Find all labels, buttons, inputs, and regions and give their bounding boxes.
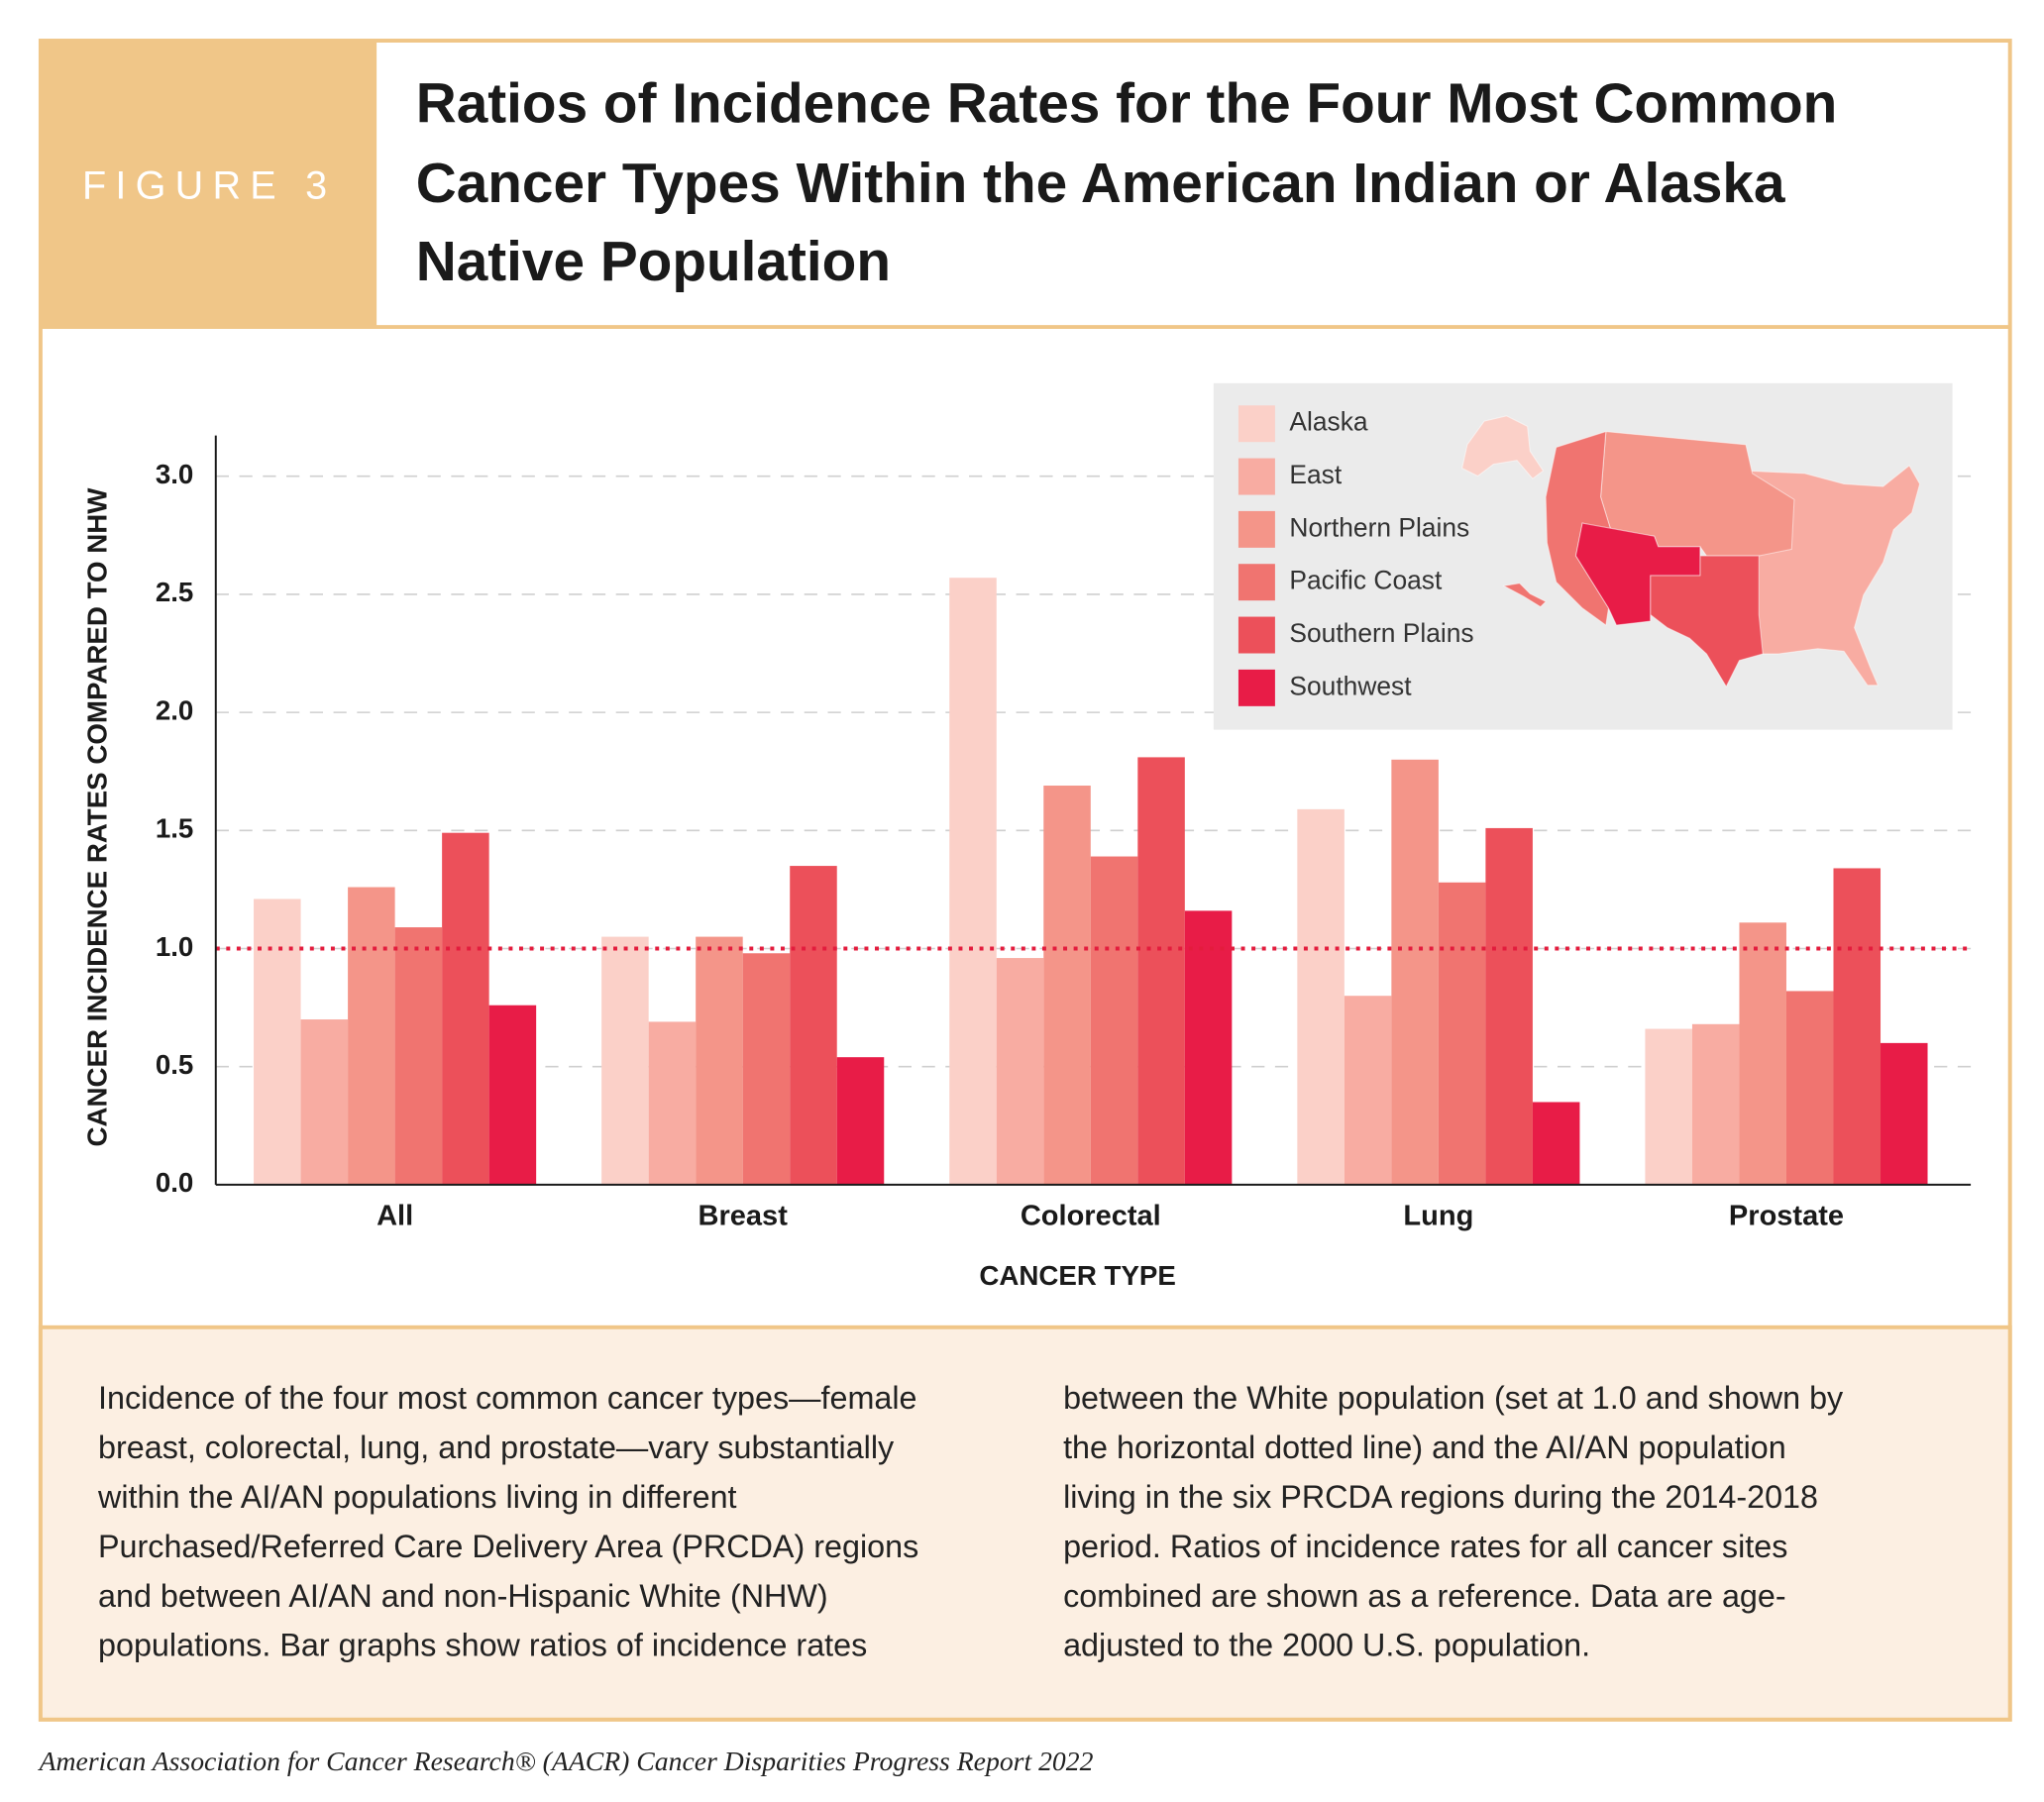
figure-label-box: [40, 41, 377, 328]
legend-label: Pacific Coast: [1289, 566, 1443, 595]
map-alaska: [1461, 415, 1545, 479]
legend-swatch: [1237, 510, 1275, 548]
title-line: Cancer Types Within the American Indian …: [416, 153, 1785, 215]
bar: [601, 936, 649, 1185]
caption-line: within the AI/AN populations living in d…: [97, 1479, 737, 1515]
legend-swatch: [1237, 405, 1275, 443]
bar: [1184, 910, 1233, 1185]
caption-line: populations. Bar graphs show ratios of i…: [98, 1628, 867, 1663]
y-tick-label: 1.5: [156, 813, 194, 844]
caption-line: breast, colorectal, lung, and prostate—v…: [98, 1430, 895, 1465]
bar: [1391, 759, 1439, 1185]
x-tick-label: Lung: [1403, 1201, 1473, 1232]
bar: [836, 1057, 885, 1185]
caption-line: between the White population (set at 1.0…: [1063, 1380, 1844, 1416]
bar: [996, 958, 1044, 1185]
bars: All Breast Colorectal Lung Prostate: [215, 578, 1972, 1232]
bar: [742, 953, 791, 1185]
bar: [696, 936, 743, 1185]
legend-label: East: [1289, 460, 1342, 489]
caption-line: Purchased/Referred Care Delivery Area (P…: [98, 1529, 918, 1564]
caption-line: living in the six PRCDA regions during t…: [1063, 1479, 1818, 1515]
bar: [1043, 786, 1091, 1185]
figure-label: FIGURE 3: [82, 164, 336, 208]
bar: [1739, 922, 1786, 1185]
caption-line: period. Ratios of incidence rates for al…: [1063, 1529, 1787, 1564]
legend-label: Southern Plains: [1289, 618, 1473, 648]
caption: Incidence of the four most common cancer…: [97, 1380, 1844, 1662]
bar: [394, 927, 443, 1185]
bar: [1438, 882, 1486, 1185]
bar: [1297, 808, 1345, 1185]
map-southwest: [1574, 522, 1701, 626]
bar: [254, 899, 301, 1185]
bar: [1090, 856, 1138, 1185]
y-tick-label: 0.5: [156, 1049, 194, 1080]
title-line: Native Population: [416, 231, 891, 293]
bar: [1344, 996, 1392, 1185]
caption-line: Incidence of the four most common cancer…: [98, 1380, 917, 1416]
map: [1461, 415, 1921, 689]
bar: [1485, 827, 1533, 1185]
x-tick-label: Colorectal: [1021, 1201, 1161, 1232]
caption-line: the horizontal dotted line) and the AI/A…: [1063, 1430, 1786, 1465]
y-tick-label: 2.0: [156, 694, 194, 725]
y-tick-label: 3.0: [156, 459, 194, 489]
x-tick-label: Prostate: [1729, 1201, 1844, 1232]
legend-label: Southwest: [1289, 671, 1412, 700]
bar: [488, 1005, 537, 1185]
bar: [1532, 1102, 1580, 1185]
bar: [1137, 757, 1185, 1185]
bar: [648, 1021, 697, 1185]
legend-swatch: [1237, 669, 1275, 706]
map-hawaii: [1502, 583, 1548, 608]
y-tick-label: 0.0: [156, 1167, 194, 1198]
title-line: Ratios of Incidence Rates for the Four M…: [416, 72, 1838, 135]
caption-box: [38, 1325, 2012, 1722]
x-tick-label: All: [377, 1201, 413, 1232]
legend-label: Alaska: [1289, 407, 1367, 437]
x-axis-title: CANCER TYPE: [979, 1260, 1176, 1291]
legend-swatch: [1237, 616, 1275, 654]
bar: [300, 1019, 349, 1185]
bar: [1645, 1028, 1692, 1185]
bar: [1691, 1023, 1740, 1185]
legend-swatch: [1237, 458, 1275, 495]
y-axis-title: CANCER INCIDENCE RATES COMPARED TO NHW: [82, 487, 113, 1147]
bar: [1833, 868, 1882, 1185]
legend-swatch: [1237, 564, 1275, 601]
bar: [790, 866, 837, 1185]
legend-label: Northern Plains: [1289, 512, 1469, 542]
bar: [1881, 1042, 1928, 1185]
y-tick-label: 2.5: [156, 577, 194, 607]
footer: American Association for Cancer Research…: [38, 1746, 1094, 1776]
y-tick-label: 1.0: [156, 931, 194, 962]
bar: [442, 832, 489, 1185]
caption-line: and between AI/AN and non-Hispanic White…: [98, 1578, 828, 1614]
x-tick-label: Breast: [699, 1201, 789, 1232]
bar: [1785, 991, 1834, 1185]
caption-line: adjusted to the 2000 U.S. population.: [1063, 1628, 1590, 1663]
legend: Alaska East Northern Plains Pacific Coast So…: [1237, 405, 1474, 706]
bar: [348, 887, 395, 1185]
caption-line: combined are shown as a reference. Data …: [1063, 1578, 1786, 1614]
bar: [949, 578, 997, 1185]
